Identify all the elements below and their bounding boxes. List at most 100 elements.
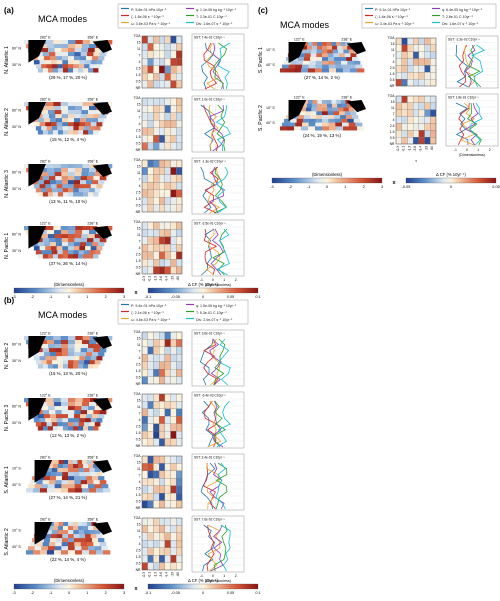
profile-x-tick: -1: [200, 574, 203, 578]
map-cell: [48, 114, 56, 119]
map-colorbar-tick: -1: [49, 295, 52, 299]
histogram-cell: [170, 547, 177, 556]
map-cell: [94, 234, 102, 239]
map-cell: [79, 534, 86, 539]
histogram-cell: [170, 50, 177, 59]
histogram-cell: [424, 79, 431, 87]
map-cell: [101, 546, 109, 551]
variance-label: (13 %, 11 %, 10 %): [49, 199, 87, 204]
histogram-cell: [153, 555, 160, 563]
histogram-y-tick: NR: [136, 272, 141, 276]
profile-line: [207, 166, 221, 214]
histogram-cell: [164, 112, 171, 121]
histogram-cell: [430, 44, 437, 52]
map-cell: [322, 57, 329, 62]
map-cell: [42, 254, 49, 259]
histogram-y-tick: NR: [390, 142, 395, 146]
histogram-cell: [147, 142, 154, 151]
map-cell: [41, 250, 47, 255]
profile-line: [210, 524, 224, 572]
map-cell: [61, 44, 69, 49]
region-label: N. Atlantic 3: [4, 170, 10, 198]
map-cell: [62, 356, 69, 361]
profile-line: [213, 166, 228, 214]
histogram-y-tick: 1.5: [136, 369, 141, 373]
map-cell: [61, 48, 69, 53]
map-cell: [338, 107, 344, 112]
histogram-cell: [164, 339, 171, 347]
histogram-y-tick: 11: [137, 467, 141, 471]
map-cell: [51, 188, 58, 193]
profile-line: [206, 42, 220, 90]
region-map: 282° E 358° E10° S40° S: [12, 518, 112, 555]
map-cell: [68, 52, 75, 57]
map-cell: [55, 238, 62, 243]
map-cell: [96, 418, 103, 423]
profile-line: [464, 44, 476, 88]
histogram-cell: [159, 142, 165, 151]
map-cell: [311, 107, 317, 112]
histogram-cell: [164, 562, 171, 571]
histogram-y-tick: 7: [139, 240, 141, 244]
map-colorbar-tick: 2: [363, 185, 365, 189]
histogram-cell: [141, 517, 148, 526]
histogram-cell: [147, 339, 154, 347]
map-cell: [327, 103, 333, 108]
legend-entry: Div: 1.6e-07 s⁻¹ 10yr⁻¹: [196, 22, 233, 26]
map-cell: [333, 53, 340, 58]
map-cell: [297, 115, 305, 120]
map-cell: [62, 364, 69, 369]
histogram-cell: [424, 51, 431, 59]
profile-x-tick: 0: [212, 574, 214, 578]
histogram-cell: [430, 65, 437, 73]
map-cell: [343, 68, 351, 73]
map-cell: [315, 68, 323, 73]
map-cell: [94, 484, 102, 489]
map-cell: [83, 526, 89, 531]
map-cell: [68, 226, 76, 231]
map-cell: [315, 64, 323, 69]
map-lat-south: 30° N: [12, 63, 21, 67]
histogram-x-tick: -23: [424, 146, 428, 151]
map-cell: [88, 172, 95, 177]
map-cell: [68, 344, 75, 349]
map-cell: [340, 57, 347, 62]
map-cell: [307, 126, 316, 131]
histogram-cell: [147, 127, 154, 136]
map-cell: [78, 250, 85, 255]
histogram-cell: [164, 361, 171, 370]
map-cell: [98, 476, 105, 481]
histogram-cell: [418, 137, 425, 145]
histogram-y-tick: 0.5: [136, 562, 141, 566]
map-cell: [93, 526, 99, 531]
map-cell: [286, 68, 295, 73]
map-cell: [41, 406, 49, 411]
profile-line: [209, 104, 225, 152]
map-cell: [84, 530, 90, 535]
map-cell: [42, 176, 50, 181]
profile-line: [459, 102, 476, 146]
map-cell: [87, 480, 94, 485]
map-cell: [75, 402, 83, 407]
histogram-y-tick: NR: [136, 86, 141, 90]
map-cell: [355, 122, 363, 127]
map-cell: [50, 184, 57, 189]
histogram-y-tick: 2.5: [136, 425, 141, 429]
histogram-cell: [401, 79, 408, 87]
histogram-cell: [176, 393, 183, 402]
map-colorbar-tick: -2: [31, 295, 34, 299]
histogram-x-tick: -0.1: [402, 146, 406, 152]
histogram-cell: [176, 478, 183, 486]
map-cell: [305, 49, 312, 54]
map-cell: [89, 44, 97, 49]
sst-label: SST: -6.4e-03 C10yr⁻¹: [194, 394, 226, 398]
histogram-y-tick: 2.5: [136, 253, 141, 257]
histogram-y-tick: 0.5: [136, 500, 141, 504]
histogram-y-tick: 1.5: [390, 72, 395, 76]
map-cell: [85, 534, 92, 539]
histogram-cell: [153, 120, 160, 128]
profile-line: [206, 462, 220, 510]
map-cell: [61, 340, 69, 345]
histogram-cell: [147, 393, 154, 402]
map-cell: [89, 168, 97, 173]
